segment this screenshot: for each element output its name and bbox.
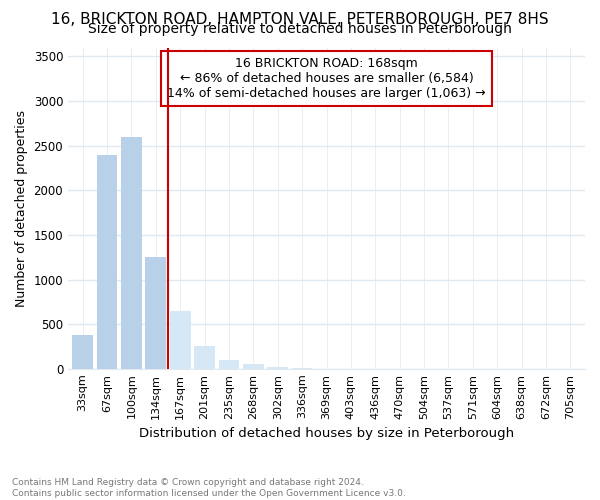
Bar <box>218 360 239 369</box>
Y-axis label: Number of detached properties: Number of detached properties <box>15 110 28 306</box>
Text: Size of property relative to detached houses in Peterborough: Size of property relative to detached ho… <box>88 22 512 36</box>
Bar <box>145 257 166 369</box>
Bar <box>97 154 118 369</box>
Bar <box>121 137 142 369</box>
Bar <box>170 311 191 369</box>
X-axis label: Distribution of detached houses by size in Peterborough: Distribution of detached houses by size … <box>139 427 514 440</box>
Text: 16, BRICKTON ROAD, HAMPTON VALE, PETERBOROUGH, PE7 8HS: 16, BRICKTON ROAD, HAMPTON VALE, PETERBO… <box>51 12 549 28</box>
Bar <box>73 335 93 369</box>
Text: Contains HM Land Registry data © Crown copyright and database right 2024.
Contai: Contains HM Land Registry data © Crown c… <box>12 478 406 498</box>
Bar <box>268 367 288 369</box>
Bar <box>194 346 215 369</box>
Text: 16 BRICKTON ROAD: 168sqm
← 86% of detached houses are smaller (6,584)
14% of sem: 16 BRICKTON ROAD: 168sqm ← 86% of detach… <box>167 57 486 100</box>
Bar <box>243 364 264 369</box>
